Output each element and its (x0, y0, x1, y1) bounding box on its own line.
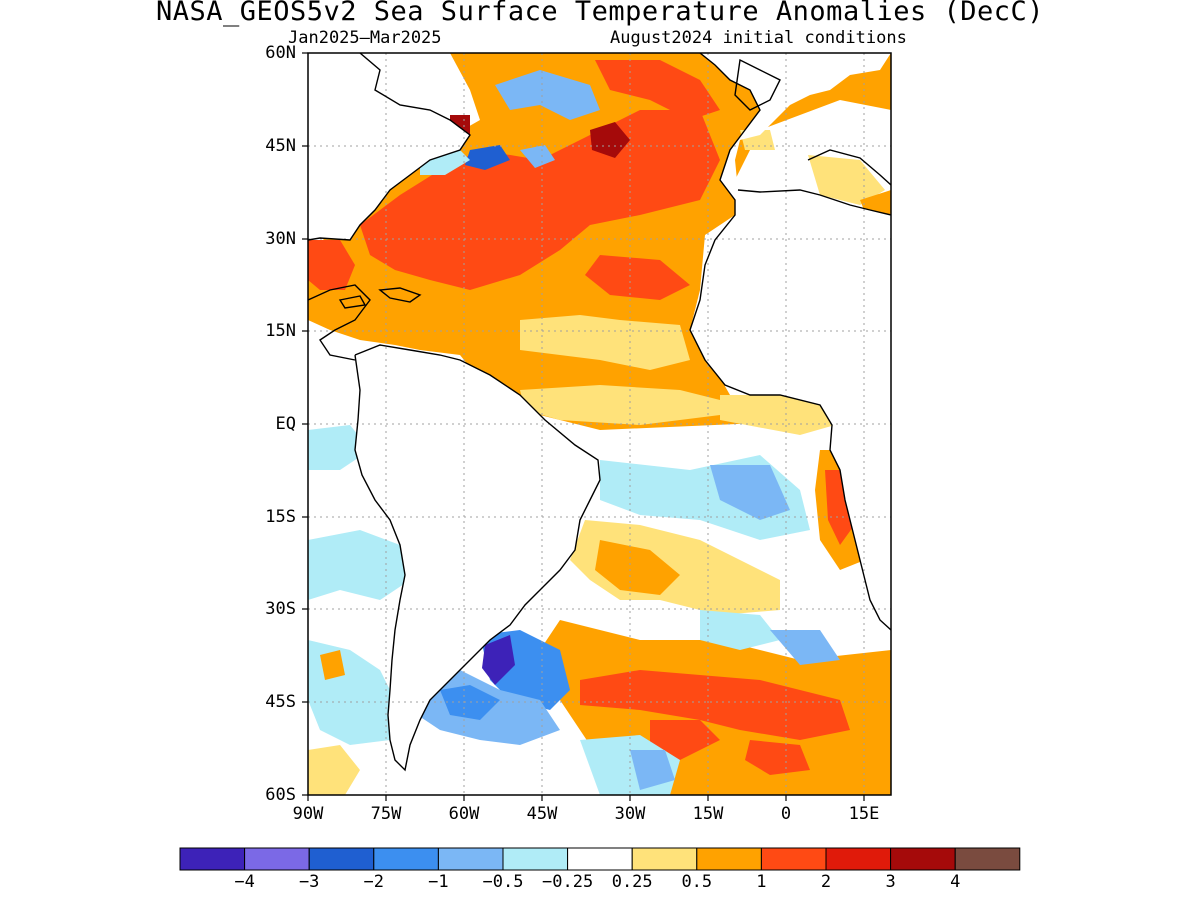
axis-ticks (302, 52, 865, 801)
lat-label: 30N (265, 229, 296, 249)
legend-swatch (308, 847, 375, 871)
lat-label: 30S (265, 599, 296, 619)
legend-swatch (954, 847, 1021, 871)
lon-label: 15W (692, 804, 724, 824)
lat-label: 60N (265, 43, 296, 63)
legend-swatch (631, 847, 698, 871)
legend-label: 4 (950, 872, 961, 892)
legend-label: −3 (298, 872, 320, 892)
lon-label: 60W (448, 804, 480, 824)
legend-label: −0.5 (482, 872, 524, 892)
legend-swatch (502, 847, 569, 871)
legend-swatch (437, 847, 504, 871)
legend-label: 2 (820, 872, 832, 892)
lon-label: 15E (848, 804, 880, 824)
lat-label: EQ (275, 414, 296, 434)
map-title: NASA_GEOS5v2 Sea Surface Temperature Ano… (155, 0, 1045, 27)
lon-label: 0 (780, 804, 792, 824)
lat-label: 15S (265, 507, 296, 527)
graticule (308, 53, 891, 795)
legend-label: −2 (363, 872, 385, 892)
lat-label: 15N (265, 321, 296, 341)
lon-label: 45W (526, 804, 558, 824)
legend-swatch (179, 847, 246, 871)
lon-label: 75W (370, 804, 402, 824)
legend-label: 0.25 (611, 872, 653, 892)
lat-label: 60S (265, 785, 296, 805)
legend-swatch (760, 847, 827, 871)
legend-label: −4 (234, 872, 255, 892)
legend-label: 3 (885, 872, 896, 892)
legend-swatch (567, 847, 633, 871)
legend-swatch (890, 847, 956, 871)
forecast-period: Jan2025–Mar2025 (288, 28, 442, 48)
legend-swatch (373, 847, 439, 871)
lon-label: 30W (614, 804, 646, 824)
legend-swatch (696, 847, 762, 871)
initial-conditions: August2024 initial conditions (610, 28, 907, 48)
legend-swatch (244, 847, 310, 871)
lat-label: 45S (265, 692, 296, 712)
legend-swatch (825, 847, 892, 871)
coastlines (308, 53, 891, 772)
legend-label: −1 (428, 872, 449, 892)
legend-label: 0.5 (681, 872, 713, 892)
lat-label: 45N (265, 136, 296, 156)
legend-label: 1 (756, 872, 767, 892)
lon-label: 90W (292, 804, 324, 824)
legend-label: −0.25 (542, 872, 594, 892)
